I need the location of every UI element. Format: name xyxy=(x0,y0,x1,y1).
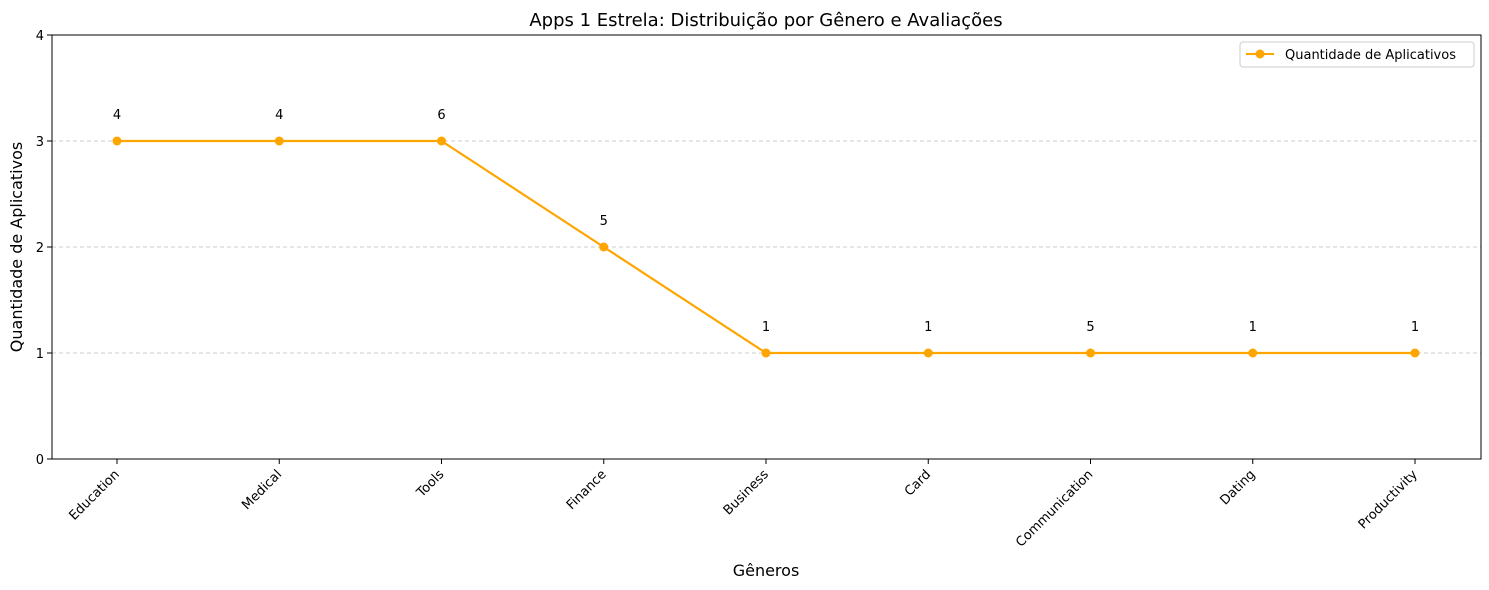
chart-title: Apps 1 Estrela: Distribuição por Gênero … xyxy=(529,10,1002,31)
y-tick-label: 4 xyxy=(36,29,44,44)
x-tick-label: Education xyxy=(66,467,122,523)
x-tick-label: Business xyxy=(721,467,772,518)
y-tick-label: 3 xyxy=(36,135,44,150)
legend: Quantidade de Aplicativos xyxy=(1239,41,1475,68)
series-layer xyxy=(112,136,1420,358)
data-point xyxy=(1410,348,1420,358)
y-tick-label: 0 xyxy=(36,453,44,468)
data-label: 5 xyxy=(1086,320,1094,335)
data-point xyxy=(112,136,122,146)
data-label: 1 xyxy=(1411,320,1419,335)
data-point xyxy=(599,242,609,252)
data-point xyxy=(1086,348,1095,358)
data-label: 4 xyxy=(275,108,283,123)
y-tick-label: 2 xyxy=(36,241,44,256)
legend-label: Quantidade de Aplicativos xyxy=(1285,48,1456,63)
x-tick-label: Tools xyxy=(413,467,447,501)
data-labels: 4 4 6 5 1 1 5 1 1 xyxy=(113,108,1419,335)
x-axis-ticks: Education Medical Tools Finance Business Card… xyxy=(66,459,1421,550)
data-point xyxy=(761,348,771,358)
data-label: 1 xyxy=(1249,320,1257,335)
x-axis-label: Gêneros xyxy=(733,561,800,580)
plot-frame xyxy=(51,34,1482,460)
y-tick-label: 1 xyxy=(36,347,44,362)
x-tick-label: Medical xyxy=(239,467,285,513)
x-tick-label: Card xyxy=(902,467,934,499)
data-point xyxy=(274,136,284,146)
y-axis-ticks: 0 1 2 3 4 xyxy=(36,29,52,468)
data-label: 5 xyxy=(600,214,608,229)
data-label: 1 xyxy=(924,320,932,335)
data-point xyxy=(437,136,446,146)
legend-marker xyxy=(1255,49,1265,59)
data-point xyxy=(923,348,933,358)
legend-box xyxy=(1239,41,1475,68)
data-label: 6 xyxy=(437,108,445,123)
data-label: 1 xyxy=(762,320,770,335)
x-tick-label: Productivity xyxy=(1356,467,1421,532)
x-tick-label: Communication xyxy=(1013,467,1096,550)
data-label: 4 xyxy=(113,108,121,123)
data-point xyxy=(1248,348,1258,358)
y-axis-label: Quantidade de Aplicativos xyxy=(7,142,26,352)
x-tick-label: Finance xyxy=(564,467,610,513)
x-tick-label: Dating xyxy=(1217,467,1258,508)
